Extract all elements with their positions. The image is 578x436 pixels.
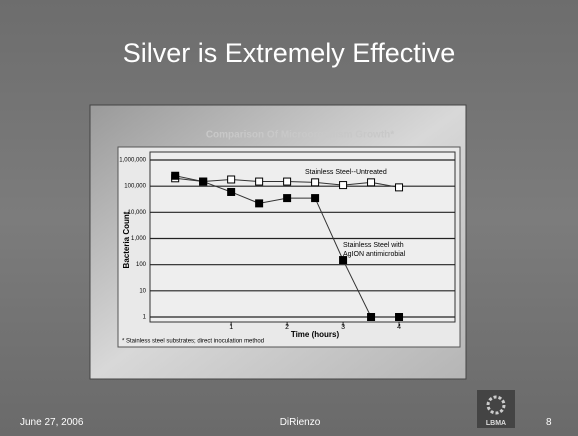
x-tick-label: 1: [229, 324, 233, 331]
data-point: [284, 178, 291, 185]
plot-area: [150, 152, 455, 322]
y-tick-label: 10,000: [128, 210, 147, 216]
footnote: * Stainless steel substrates; direct ino…: [122, 339, 264, 345]
data-point: [312, 195, 319, 202]
data-point: [256, 178, 263, 185]
data-point: [340, 182, 347, 189]
x-axis-label: Time (hours): [291, 330, 340, 339]
data-point: [172, 172, 179, 179]
y-tick-label: 1,000,000: [119, 158, 146, 164]
chart-title: Comparison Of Microorganism Growth*: [206, 130, 394, 141]
y-axis-label: Bacteria Count: [122, 211, 131, 268]
data-point: [396, 314, 403, 321]
y-tick-label: 100: [136, 262, 147, 268]
page-number: 8: [546, 417, 552, 428]
data-point: [228, 188, 235, 195]
data-point: [312, 179, 319, 186]
data-point: [284, 195, 291, 202]
series-label: Stainless Steel--Untreated: [305, 169, 387, 176]
y-tick-label: 100,000: [124, 184, 146, 190]
x-tick-label: 2: [285, 324, 289, 331]
y-tick-label: 10: [139, 288, 146, 294]
logo: LBMA: [477, 390, 515, 428]
x-tick-label: 3: [341, 324, 345, 331]
data-point: [368, 179, 375, 186]
series-label: Stainless Steel with AgION antimicrobial: [343, 241, 425, 259]
data-point: [368, 314, 375, 321]
slide: Silver is Extremely Effective Comparison…: [0, 0, 578, 436]
data-point: [256, 200, 263, 207]
x-tick-label: 4: [397, 324, 401, 331]
y-tick-label: 1,000: [131, 236, 147, 242]
chart: Comparison Of Microorganism Growth* Bact…: [0, 0, 578, 436]
logo-text: LBMA: [477, 420, 515, 427]
data-point: [228, 176, 235, 183]
data-point: [396, 184, 403, 191]
data-point: [200, 178, 207, 185]
